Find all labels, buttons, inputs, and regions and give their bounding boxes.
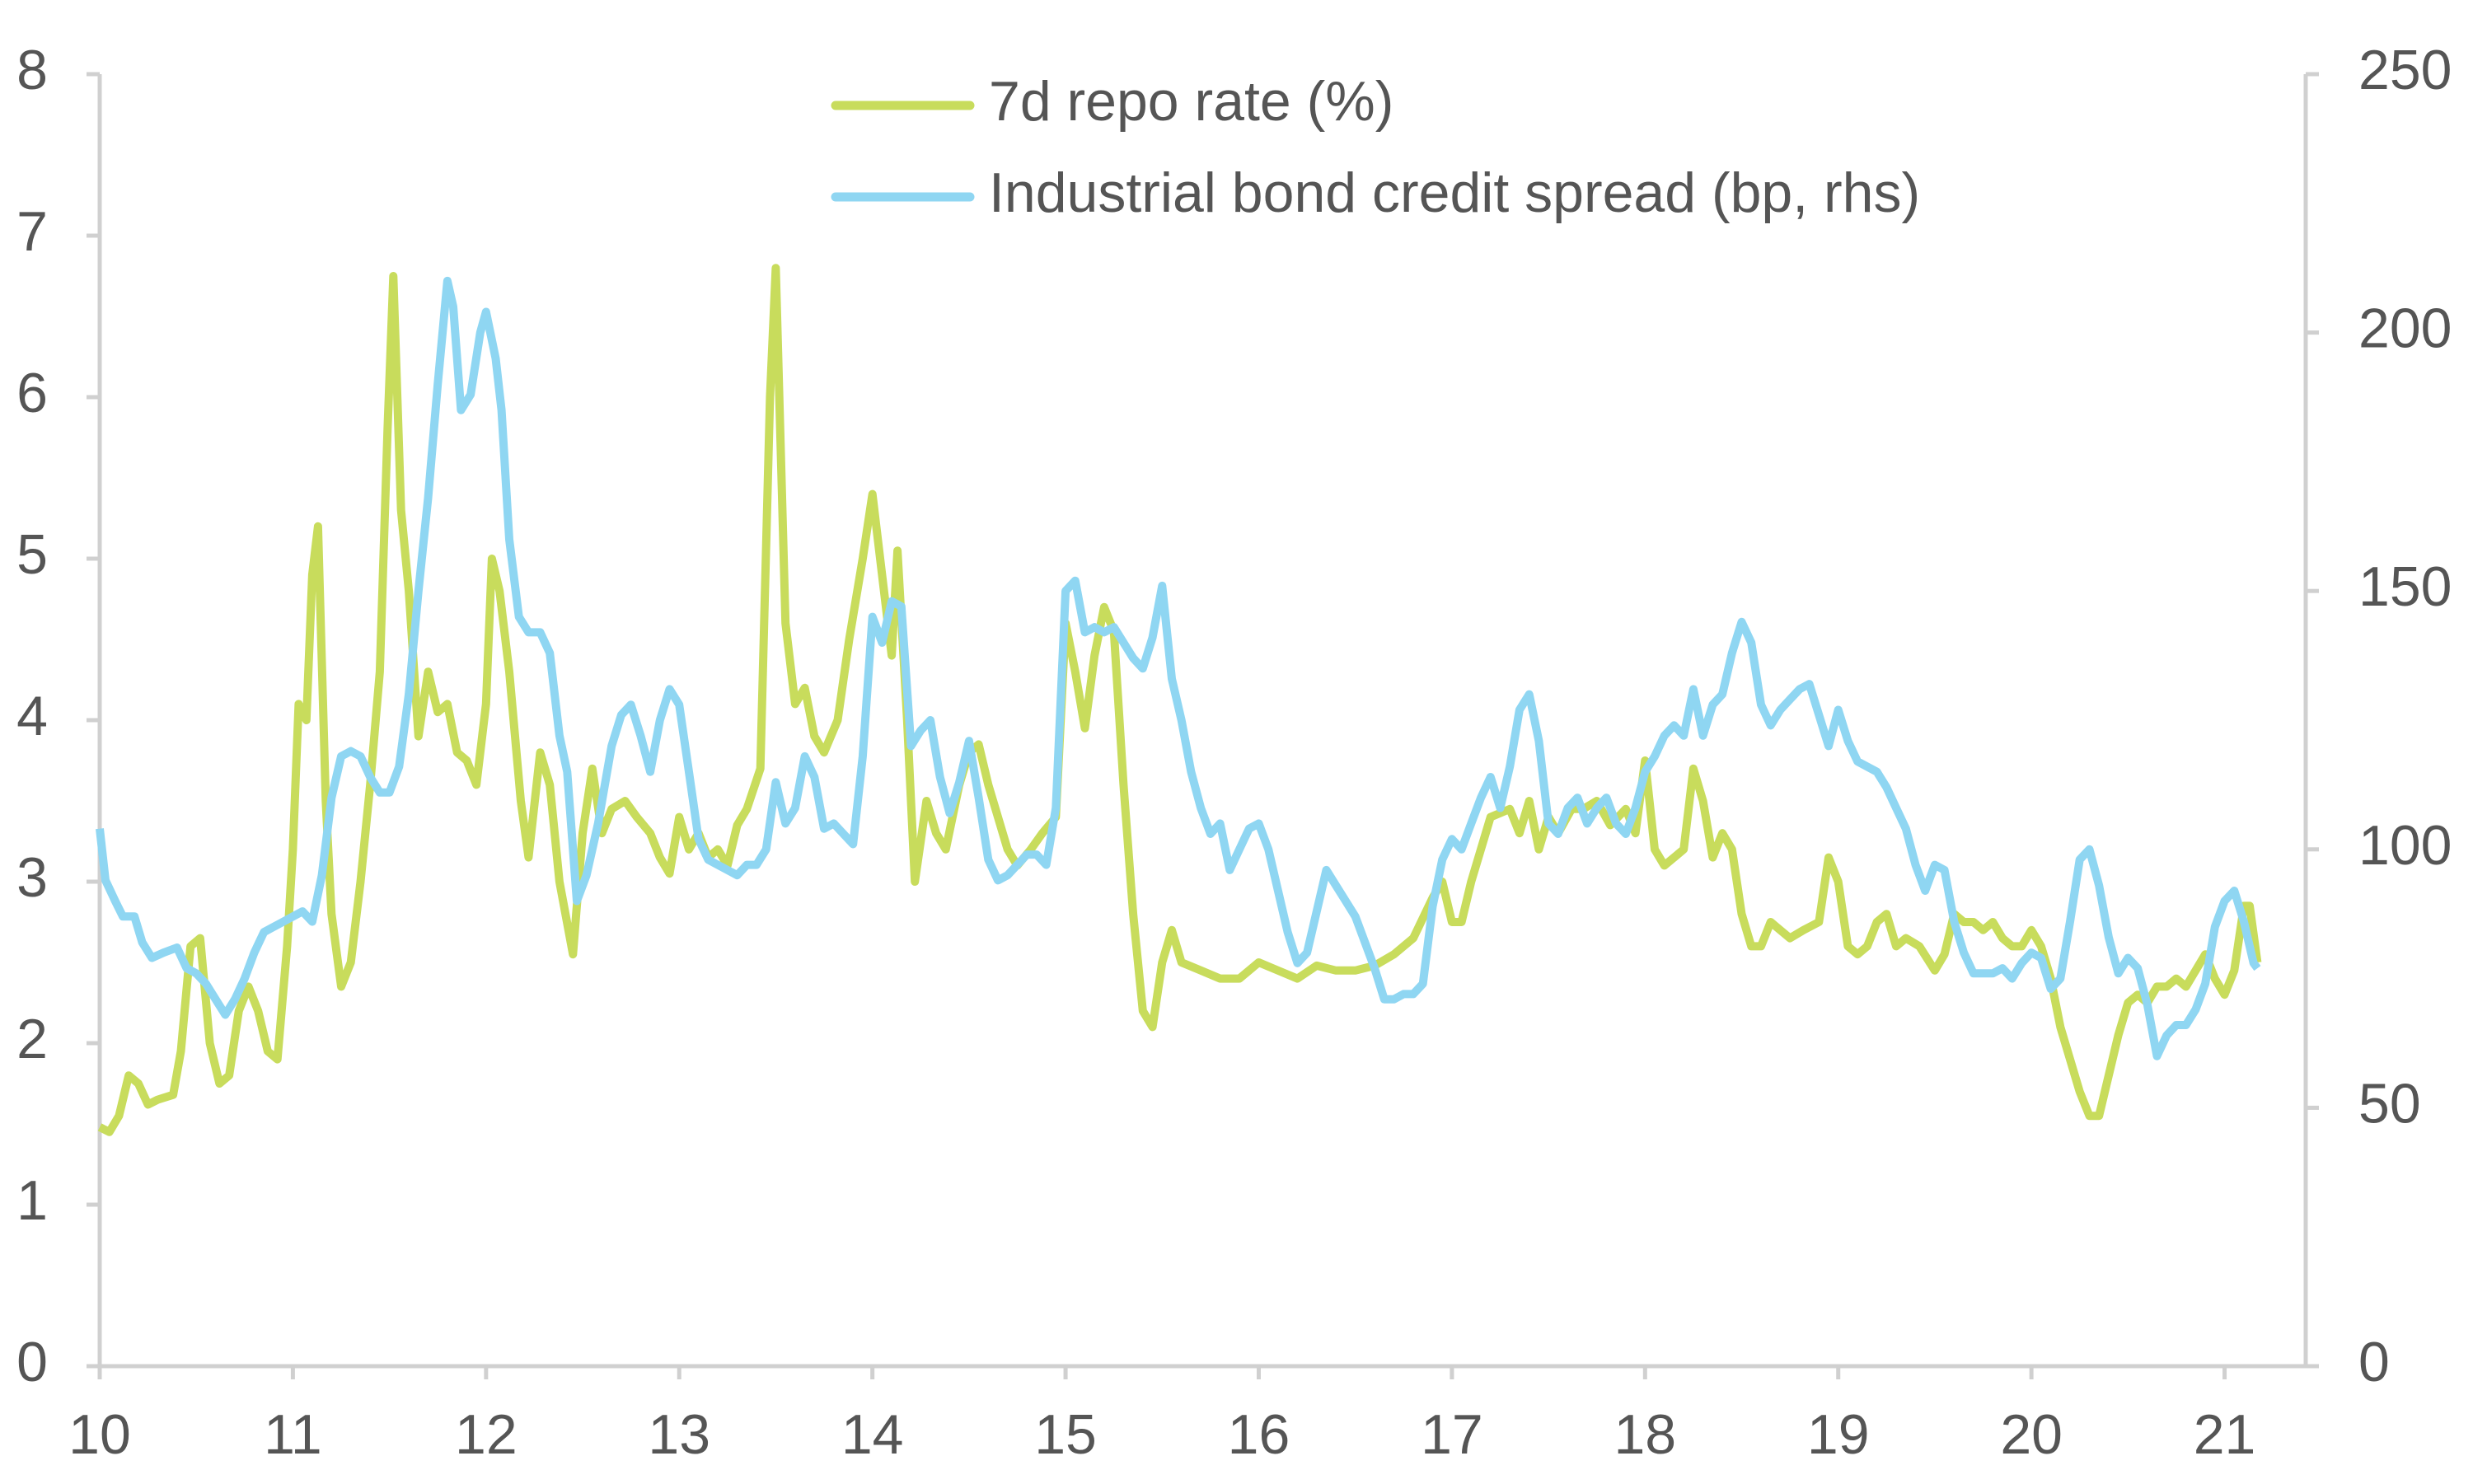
- legend-label: Industrial bond credit spread (bp, rhs): [989, 162, 1920, 224]
- y-tick-label: 5: [16, 523, 48, 586]
- y2-tick-label: 150: [2358, 555, 2452, 618]
- y2-tick-label: 100: [2358, 814, 2452, 877]
- x-tick-label: 21: [2194, 1403, 2256, 1466]
- y2-tick-label: 0: [2358, 1331, 2390, 1393]
- y-tick-label: 3: [16, 846, 48, 909]
- x-tick-label: 12: [455, 1403, 518, 1466]
- x-tick-label: 16: [1228, 1403, 1290, 1466]
- x-tick-label: 19: [1807, 1403, 1870, 1466]
- y-tick-label: 7: [16, 200, 48, 263]
- x-tick-label: 20: [2000, 1403, 2063, 1466]
- x-tick-label: 18: [1614, 1403, 1676, 1466]
- series-line: [96, 276, 2261, 1060]
- y2-tick-label: 50: [2358, 1072, 2421, 1135]
- x-tick-label: 14: [841, 1403, 904, 1466]
- y2-tick-label: 250: [2358, 39, 2452, 101]
- y-tick-label: 2: [16, 1008, 48, 1070]
- x-tick-label: 15: [1034, 1403, 1097, 1466]
- y-tick-label: 4: [16, 685, 48, 747]
- y-tick-label: 0: [16, 1331, 48, 1393]
- y2-tick-label: 200: [2358, 297, 2452, 360]
- x-tick-label: 10: [68, 1403, 131, 1466]
- x-tick-label: 17: [1421, 1403, 1483, 1466]
- legend-label: 7d repo rate (%): [989, 70, 1393, 133]
- x-tick-label: 13: [648, 1403, 710, 1466]
- y-tick-label: 8: [16, 39, 48, 101]
- x-tick-label: 11: [264, 1403, 322, 1466]
- y-tick-label: 6: [16, 362, 48, 424]
- series-line: [97, 264, 2262, 1136]
- y-tick-label: 1: [16, 1169, 48, 1232]
